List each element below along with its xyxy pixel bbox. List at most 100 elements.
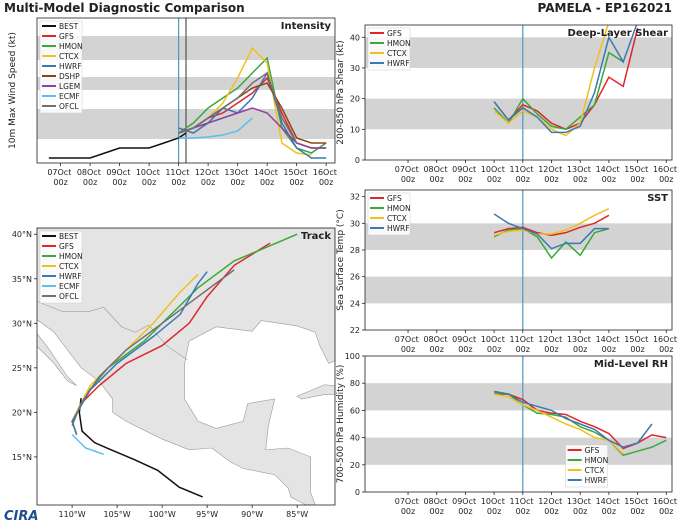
- legend-label: HMON: [59, 42, 83, 51]
- plot-layer: [365, 190, 672, 330]
- legend-label: HMON: [59, 252, 83, 261]
- x-tick-label: 07Oct 00z: [395, 335, 422, 354]
- y-axis-label: 10m Max Wind Speed (kt): [8, 32, 18, 149]
- x-tick-label: 07Oct 00z: [47, 168, 74, 187]
- panel-title: Deep-Layer Shear: [568, 28, 669, 39]
- legend-label: OFCL: [59, 102, 79, 111]
- panel-title: Intensity: [281, 21, 332, 32]
- x-tick-label: 90°W: [241, 510, 263, 519]
- x-tick-label: 105°W: [104, 510, 131, 519]
- x-tick-label: 10Oct 00z: [136, 168, 163, 187]
- x-tick-label: 07Oct 00z: [395, 497, 422, 516]
- legend-label: HWRF: [387, 224, 410, 233]
- series-line: [493, 207, 610, 237]
- series-line: [71, 271, 208, 435]
- plot-frame: [364, 189, 673, 331]
- land: [37, 228, 335, 505]
- storm-id: PAMELA - EP162021: [538, 1, 672, 15]
- legend-label: GFS: [585, 446, 600, 455]
- y-tick-label: 28: [350, 246, 360, 255]
- band: [365, 437, 672, 465]
- legend-label: GFS: [59, 242, 74, 251]
- panel-title: Mid-Level RH: [594, 359, 668, 370]
- legend-label: HWRF: [59, 62, 82, 71]
- x-tick-label: 12Oct 00z: [538, 335, 565, 354]
- series-line: [78, 398, 203, 498]
- x-tick-label: 14Oct 00z: [254, 168, 281, 187]
- y-tick-label: 0: [355, 488, 360, 497]
- y-tick-label: 30: [350, 64, 360, 73]
- legend-label: CTCX: [387, 49, 407, 58]
- plot-area: [365, 356, 672, 492]
- x-tick-label: 09Oct 00z: [452, 335, 479, 354]
- legend-label: HWRF: [387, 59, 410, 68]
- x-tick-label: 16Oct 00z: [313, 168, 340, 187]
- x-tick-label: 15Oct 00z: [624, 497, 651, 516]
- y-tick-label: 30: [350, 219, 360, 228]
- legend-label: CTCX: [59, 52, 79, 61]
- panel-title: Track: [301, 231, 331, 242]
- x-tick-label: 100°W: [149, 510, 176, 519]
- series-line: [493, 213, 609, 250]
- y-tick-label: 20: [350, 95, 360, 104]
- series-line: [493, 214, 610, 237]
- page-title: Multi-Model Diagnostic Comparison: [4, 1, 245, 15]
- plot-frame: [364, 355, 673, 493]
- x-tick-label: 10Oct 00z: [481, 335, 508, 354]
- plot-frame: [36, 227, 336, 506]
- y-tick-label: 0: [355, 156, 360, 165]
- y-tick-label: 26: [350, 273, 360, 282]
- y-axis-label: 700-500 hPa Humidity (%): [336, 365, 346, 484]
- y-tick-label: 40°N: [12, 230, 32, 239]
- legend-label: BEST: [59, 22, 79, 31]
- x-tick-label: 110°W: [59, 510, 86, 519]
- legend-label: ECMF: [59, 282, 80, 291]
- series-line: [178, 107, 327, 149]
- band: [365, 383, 672, 411]
- x-tick-label: 11Oct 00z: [510, 497, 537, 516]
- series-line: [493, 227, 610, 260]
- x-tick-label: 08Oct 00z: [423, 165, 450, 184]
- x-tick-label: 09Oct 00z: [452, 165, 479, 184]
- series-line: [493, 25, 638, 134]
- plot-frame: [364, 24, 673, 161]
- legend-label: BEST: [59, 232, 79, 241]
- x-tick-label: 11Oct 00z: [510, 335, 537, 354]
- legend-label: GFS: [387, 29, 402, 38]
- legend-label: GFS: [59, 32, 74, 41]
- y-tick-label: 25°N: [12, 364, 32, 373]
- series-line: [178, 117, 253, 139]
- x-tick-label: 14Oct 00z: [596, 335, 623, 354]
- legend-label: CTCX: [59, 262, 79, 271]
- legend-label: GFS: [387, 194, 402, 203]
- plot-layer: [365, 25, 672, 160]
- x-tick-label: 08Oct 00z: [423, 497, 450, 516]
- y-tick-label: 80: [350, 379, 360, 388]
- series-line: [71, 269, 235, 427]
- x-tick-label: 11Oct 00z: [510, 165, 537, 184]
- x-tick-label: 12Oct 00z: [538, 497, 565, 516]
- y-axis-label: 200-850 hPa Shear (kt): [336, 40, 346, 144]
- border: [37, 301, 188, 361]
- plot-layer: [37, 18, 335, 163]
- legend-label: ECMF: [59, 92, 80, 101]
- x-tick-label: 13Oct 00z: [224, 168, 251, 187]
- x-tick-label: 16Oct 00z: [653, 335, 680, 354]
- x-tick-label: 16Oct 00z: [653, 165, 680, 184]
- y-tick-label: 35°N: [12, 275, 32, 284]
- legend-label: LGEM: [59, 82, 80, 91]
- panel-title: SST: [647, 193, 668, 204]
- land: [37, 332, 77, 386]
- series-line: [493, 25, 609, 137]
- plot-frame: [36, 17, 336, 164]
- x-tick-label: 12Oct 00z: [195, 168, 222, 187]
- y-tick-label: 100: [345, 352, 360, 361]
- series-line: [178, 56, 327, 154]
- x-tick-label: 11Oct 00z: [165, 168, 192, 187]
- y-tick-label: 40: [350, 33, 360, 42]
- series-line: [178, 71, 298, 144]
- y-axis-label: Sea Surface Temp (°C): [336, 209, 346, 310]
- x-tick-label: 10Oct 00z: [481, 165, 508, 184]
- plot-layer: [365, 356, 672, 492]
